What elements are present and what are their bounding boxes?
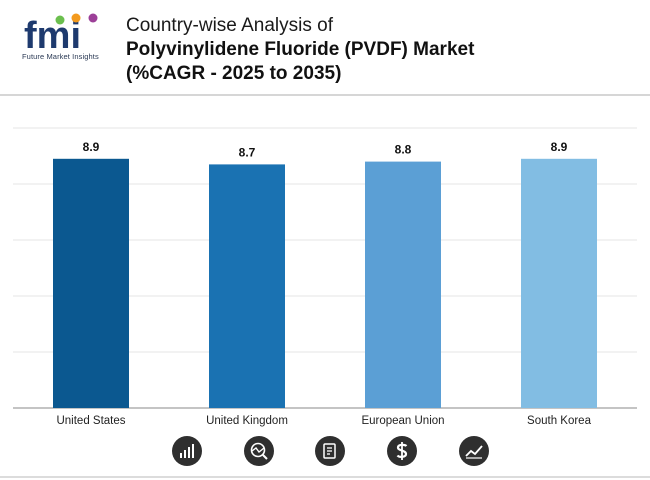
x-tick-label: European Union xyxy=(361,415,444,427)
chart-title: Country-wise Analysis of Polyvinylidene … xyxy=(126,14,474,86)
bar xyxy=(53,158,129,408)
bar-value-label: 8.9 xyxy=(551,140,568,154)
bar-chart: 8.9 United States 8.7 United Kingdom 8.8 Euro… xyxy=(13,127,637,427)
header-divider xyxy=(0,94,650,96)
bar xyxy=(521,158,597,408)
bar xyxy=(209,164,285,408)
line-trend-icon xyxy=(459,436,489,466)
bar xyxy=(365,161,441,408)
bar-value-label: 8.7 xyxy=(239,145,256,159)
fmi-logo: fmi xyxy=(24,13,98,57)
x-tick-label: United States xyxy=(56,415,125,427)
logo-text: fmi xyxy=(24,15,81,57)
report-document-icon xyxy=(315,436,345,466)
dollar-icon xyxy=(387,436,417,466)
bar-growth-icon xyxy=(172,436,202,466)
logo-dot-orange xyxy=(71,13,81,23)
footer-icons xyxy=(0,436,650,470)
title-line-1: Country-wise Analysis of xyxy=(126,15,333,36)
footer-divider xyxy=(0,476,650,478)
header: fmi Future Market Insights Country-wise … xyxy=(0,0,650,95)
title-line-2: Polyvinylidene Fluoride (PVDF) Market xyxy=(126,39,475,60)
title-line-3: (%CAGR - 2025 to 2035) xyxy=(126,63,342,84)
bar-value-label: 8.8 xyxy=(395,143,412,157)
logo-dot-green xyxy=(55,15,65,25)
logo-dot-purple xyxy=(88,13,98,23)
globe-analysis-icon xyxy=(244,436,274,466)
x-tick-label: South Korea xyxy=(527,415,592,427)
x-tick-label: United Kingdom xyxy=(206,415,288,427)
logo-subtitle: Future Market Insights xyxy=(22,52,99,61)
bar-value-label: 8.9 xyxy=(83,140,100,154)
